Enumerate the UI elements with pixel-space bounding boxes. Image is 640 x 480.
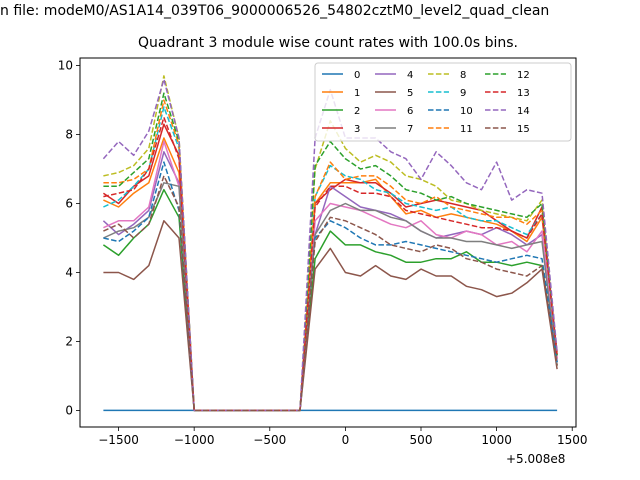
legend-label-13: 13	[517, 88, 530, 99]
x-tick-label: −500	[253, 433, 286, 447]
x-tick-label: 1500	[557, 433, 588, 447]
series-line-13	[103, 116, 558, 412]
legend-label-4: 4	[407, 70, 413, 81]
legend-label-10: 10	[460, 106, 473, 117]
y-tick-label: 4	[65, 266, 73, 280]
x-tick-label: −1500	[98, 433, 139, 447]
legend-label-8: 8	[460, 70, 466, 81]
y-tick-label: 10	[58, 59, 73, 73]
series-line-1	[103, 137, 558, 412]
legend-label-1: 1	[354, 88, 360, 99]
legend-label-0: 0	[354, 70, 360, 81]
legend-label-9: 9	[460, 88, 466, 99]
legend-label-11: 11	[460, 124, 473, 135]
legend-label-12: 12	[517, 70, 530, 81]
series-line-9	[103, 106, 558, 412]
series-line-6	[103, 140, 558, 412]
x-tick-label: 1000	[481, 433, 512, 447]
legend-label-14: 14	[517, 106, 530, 117]
x-tick-label: 0	[342, 433, 350, 447]
series-line-7	[103, 182, 558, 412]
plot-frame	[79, 57, 577, 428]
legend-label-2: 2	[354, 106, 360, 117]
y-tick-label: 0	[65, 403, 73, 417]
y-tick-label: 8	[65, 128, 73, 142]
y-tick-label: 2	[65, 334, 73, 348]
y-axis-ticks: 0 2 4 6 8 10	[58, 59, 80, 417]
x-axis-ticks: −1500 −1000 −500 0 500 1000 1500	[98, 427, 587, 447]
legend-label-3: 3	[354, 124, 360, 135]
legend-label-5: 5	[407, 88, 413, 99]
x-tick-label: 500	[410, 433, 433, 447]
chart-title: Quadrant 3 module wise count rates with …	[138, 35, 518, 51]
series-line-11	[103, 99, 558, 412]
y-tick-label: 6	[65, 197, 73, 211]
legend-label-6: 6	[407, 106, 413, 117]
x-tick-label: −1000	[174, 433, 215, 447]
legend-box	[314, 62, 572, 142]
x-axis-offset-label: +5.008e8	[506, 452, 566, 466]
series-line-5	[103, 220, 558, 412]
series-line-10	[103, 161, 558, 412]
legend-label-7: 7	[407, 124, 413, 135]
legend-label-15: 15	[517, 124, 530, 135]
figure-suptitle: n file: modeM0/AS1A14_039T06_9000006526_…	[0, 3, 550, 19]
series-line-15	[103, 175, 558, 412]
